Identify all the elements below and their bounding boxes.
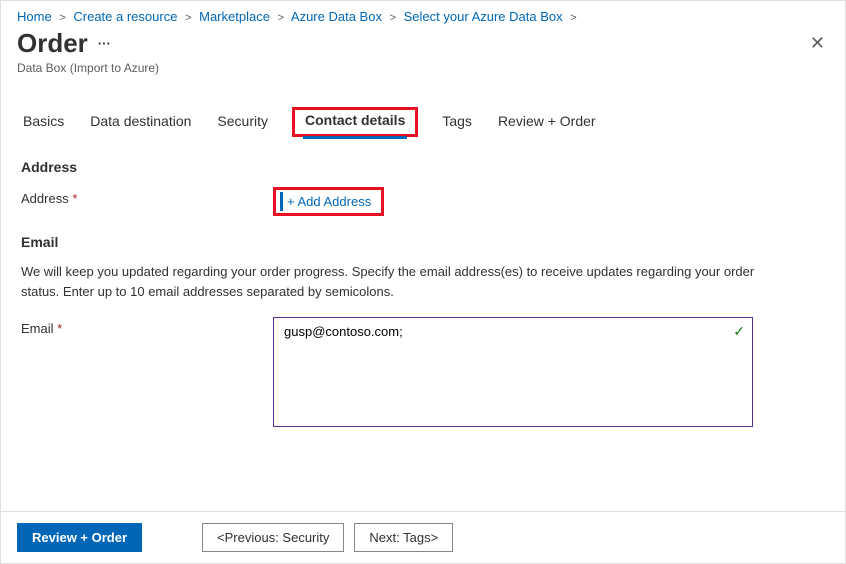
chevron-right-icon: >: [59, 12, 65, 24]
tab-review-order[interactable]: Review + Order: [496, 107, 598, 137]
email-description: We will keep you updated regarding your …: [21, 262, 761, 301]
chevron-right-icon: >: [278, 12, 284, 24]
tab-contact-details[interactable]: Contact details: [303, 106, 407, 139]
email-input-wrap: ✓: [273, 317, 753, 430]
page-subtitle: Data Box (Import to Azure): [1, 61, 845, 89]
address-label-text: Address: [21, 191, 69, 206]
breadcrumb-item-select[interactable]: Select your Azure Data Box: [404, 9, 563, 24]
tabs: Basics Data destination Security Contact…: [1, 107, 845, 137]
chevron-right-icon: >: [390, 12, 396, 24]
email-label: Email *: [21, 317, 273, 336]
tab-security[interactable]: Security: [215, 107, 270, 137]
email-label-text: Email: [21, 321, 54, 336]
tab-basics[interactable]: Basics: [21, 107, 66, 137]
email-input[interactable]: [273, 317, 753, 427]
review-order-button[interactable]: Review + Order: [17, 523, 142, 552]
wizard-footer: Review + Order <Previous: Security Next:…: [1, 511, 845, 563]
section-title-email: Email: [21, 234, 825, 250]
section-title-address: Address: [21, 159, 825, 175]
previous-button[interactable]: <Previous: Security: [202, 523, 344, 552]
close-icon[interactable]: ✕: [806, 29, 829, 58]
breadcrumb-item-create[interactable]: Create a resource: [73, 9, 177, 24]
breadcrumb-item-home[interactable]: Home: [17, 9, 52, 24]
next-button[interactable]: Next: Tags>: [354, 523, 453, 552]
page-header: Order ··· ✕: [1, 24, 845, 61]
chevron-right-icon: >: [570, 12, 576, 24]
breadcrumb-item-marketplace[interactable]: Marketplace: [199, 9, 270, 24]
tab-tags[interactable]: Tags: [440, 107, 474, 137]
chevron-right-icon: >: [185, 12, 191, 24]
more-actions-icon[interactable]: ···: [98, 36, 111, 51]
page-title: Order: [17, 28, 88, 59]
checkmark-icon: ✓: [733, 323, 745, 340]
add-address-highlight: + Add Address: [273, 187, 384, 216]
add-address-button[interactable]: + Add Address: [280, 192, 375, 211]
address-label: Address *: [21, 187, 273, 206]
breadcrumb: Home > Create a resource > Marketplace >…: [1, 1, 845, 24]
tab-contact-details-highlight: Contact details: [292, 107, 418, 137]
breadcrumb-item-databox[interactable]: Azure Data Box: [291, 9, 382, 24]
form-content: Address Address * + Add Address Email We…: [1, 137, 845, 430]
required-indicator: *: [57, 321, 62, 336]
required-indicator: *: [72, 191, 77, 206]
tab-data-destination[interactable]: Data destination: [88, 107, 193, 137]
